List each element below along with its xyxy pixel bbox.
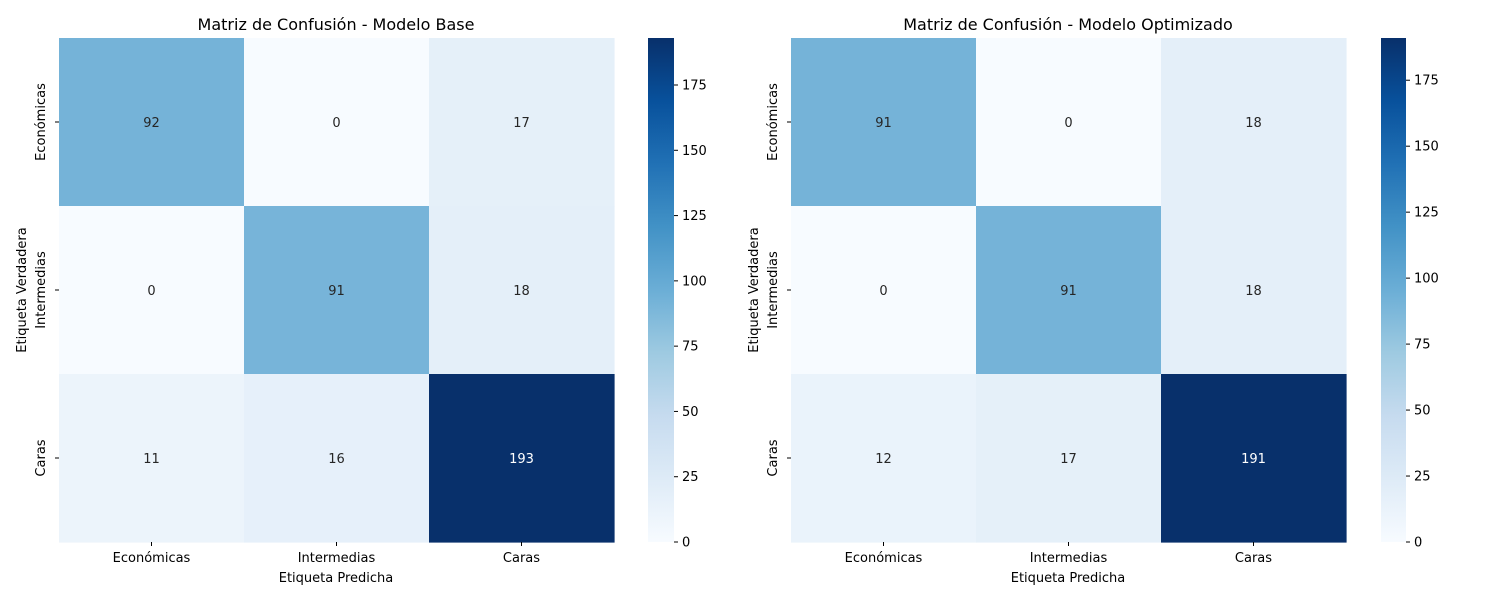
axis-ticks: Económicas Intermedias Caras Económicas Inte… [766, 83, 1272, 566]
cell-value-label: 91 [328, 284, 345, 299]
cell-value-label: 191 [1241, 452, 1266, 467]
heatmap-cell [976, 374, 1162, 543]
x-tick-label: Intermedias [1030, 551, 1108, 566]
heatmap-cell [59, 374, 245, 543]
cell-value-label: 0 [879, 284, 887, 299]
y-tick-label: Intermedias [766, 251, 781, 329]
heatmap-cell [1161, 206, 1347, 375]
colorbar-tick-label: 100 [682, 274, 707, 289]
heatmap-cell [1161, 374, 1347, 543]
colorbar-tick-label: 50 [1414, 404, 1431, 419]
y-tick-label: Caras [766, 439, 781, 476]
cell-value-label: 11 [143, 452, 160, 467]
heatmap-cells: 91 0 18 0 91 18 12 17 191 [791, 38, 1347, 543]
heatmap-cell [791, 374, 977, 543]
colorbar-tick-label: 25 [1414, 470, 1431, 485]
heatmap-cell [791, 38, 977, 207]
heatmap-panel-base: Matriz de Confusión - Modelo Base 92 0 17 0… [15, 15, 707, 586]
colorbar-tick-label: 25 [682, 470, 699, 485]
cell-value-label: 0 [147, 284, 155, 299]
heatmap-cells: 92 0 17 0 91 18 11 16 193 [59, 38, 615, 543]
cell-value-label: 12 [875, 452, 892, 467]
x-axis-label: Etiqueta Predicha [1011, 571, 1126, 586]
colorbar-tick-label: 175 [682, 79, 707, 94]
heatmap-cell [1161, 38, 1347, 207]
cell-value-label: 0 [1064, 116, 1072, 131]
chart-title: Matriz de Confusión - Modelo Base [198, 15, 475, 34]
heatmap-panel-optimized: Matriz de Confusión - Modelo Optimizado … [747, 15, 1439, 586]
heatmap-cell [244, 206, 430, 375]
colorbar-tick-label: 125 [682, 209, 707, 224]
cell-value-label: 18 [1245, 284, 1262, 299]
colorbar-tick-label: 175 [1414, 74, 1439, 89]
cell-value-label: 17 [1060, 452, 1077, 467]
cell-value-label: 91 [1060, 284, 1077, 299]
heatmap-cell [791, 206, 977, 375]
colorbar-tick-label: 150 [1414, 140, 1439, 155]
cell-value-label: 18 [513, 284, 530, 299]
x-tick-label: Caras [1235, 551, 1272, 566]
colorbar-tick-label: 75 [682, 340, 699, 355]
colorbar-tick-label: 75 [1414, 338, 1431, 353]
y-tick-label: Económicas [34, 83, 49, 161]
x-axis-label: Etiqueta Predicha [279, 571, 394, 586]
colorbar-tick-label: 100 [1414, 272, 1439, 287]
chart-title: Matriz de Confusión - Modelo Optimizado [903, 15, 1233, 34]
axis-ticks: Económicas Intermedias Caras Económicas Inte… [34, 83, 540, 566]
x-tick-label: Intermedias [298, 551, 376, 566]
x-tick-label: Caras [503, 551, 540, 566]
cell-value-label: 18 [1245, 116, 1262, 131]
y-axis-label: Etiqueta Verdadera [15, 227, 30, 352]
heatmap-cell [59, 206, 245, 375]
x-tick-label: Económicas [845, 551, 923, 566]
colorbar-tick-label: 50 [682, 405, 699, 420]
colorbar-tick-label: 125 [1414, 206, 1439, 221]
y-axis-label: Etiqueta Verdadera [747, 227, 762, 352]
heatmap-cell [429, 374, 615, 543]
cell-value-label: 16 [328, 452, 345, 467]
heatmap-cell [429, 206, 615, 375]
x-tick-label: Económicas [113, 551, 191, 566]
colorbar-tick-label: 0 [682, 536, 690, 551]
cell-value-label: 91 [875, 116, 892, 131]
heatmap-cell [976, 206, 1162, 375]
cell-value-label: 0 [332, 116, 340, 131]
y-tick-label: Económicas [766, 83, 781, 161]
colorbar-tick-label: 0 [1414, 536, 1422, 551]
colorbar-gradient [648, 38, 674, 542]
heatmap-cell [976, 38, 1162, 207]
colorbar-gradient [1381, 38, 1406, 542]
colorbar: 0 25 50 75 100 125 150 175 [648, 38, 707, 551]
heatmap-cell [59, 38, 245, 207]
heatmap-cell [244, 374, 430, 543]
cell-value-label: 92 [143, 116, 160, 131]
colorbar-tick-label: 150 [682, 144, 707, 159]
y-tick-label: Caras [34, 439, 49, 476]
colorbar: 0 25 50 75 100 125 150 175 [1381, 38, 1439, 551]
cell-value-label: 17 [513, 116, 530, 131]
heatmap-cell [429, 38, 615, 207]
cell-value-label: 193 [509, 452, 534, 467]
heatmap-cell [244, 38, 430, 207]
y-tick-label: Intermedias [34, 251, 49, 329]
